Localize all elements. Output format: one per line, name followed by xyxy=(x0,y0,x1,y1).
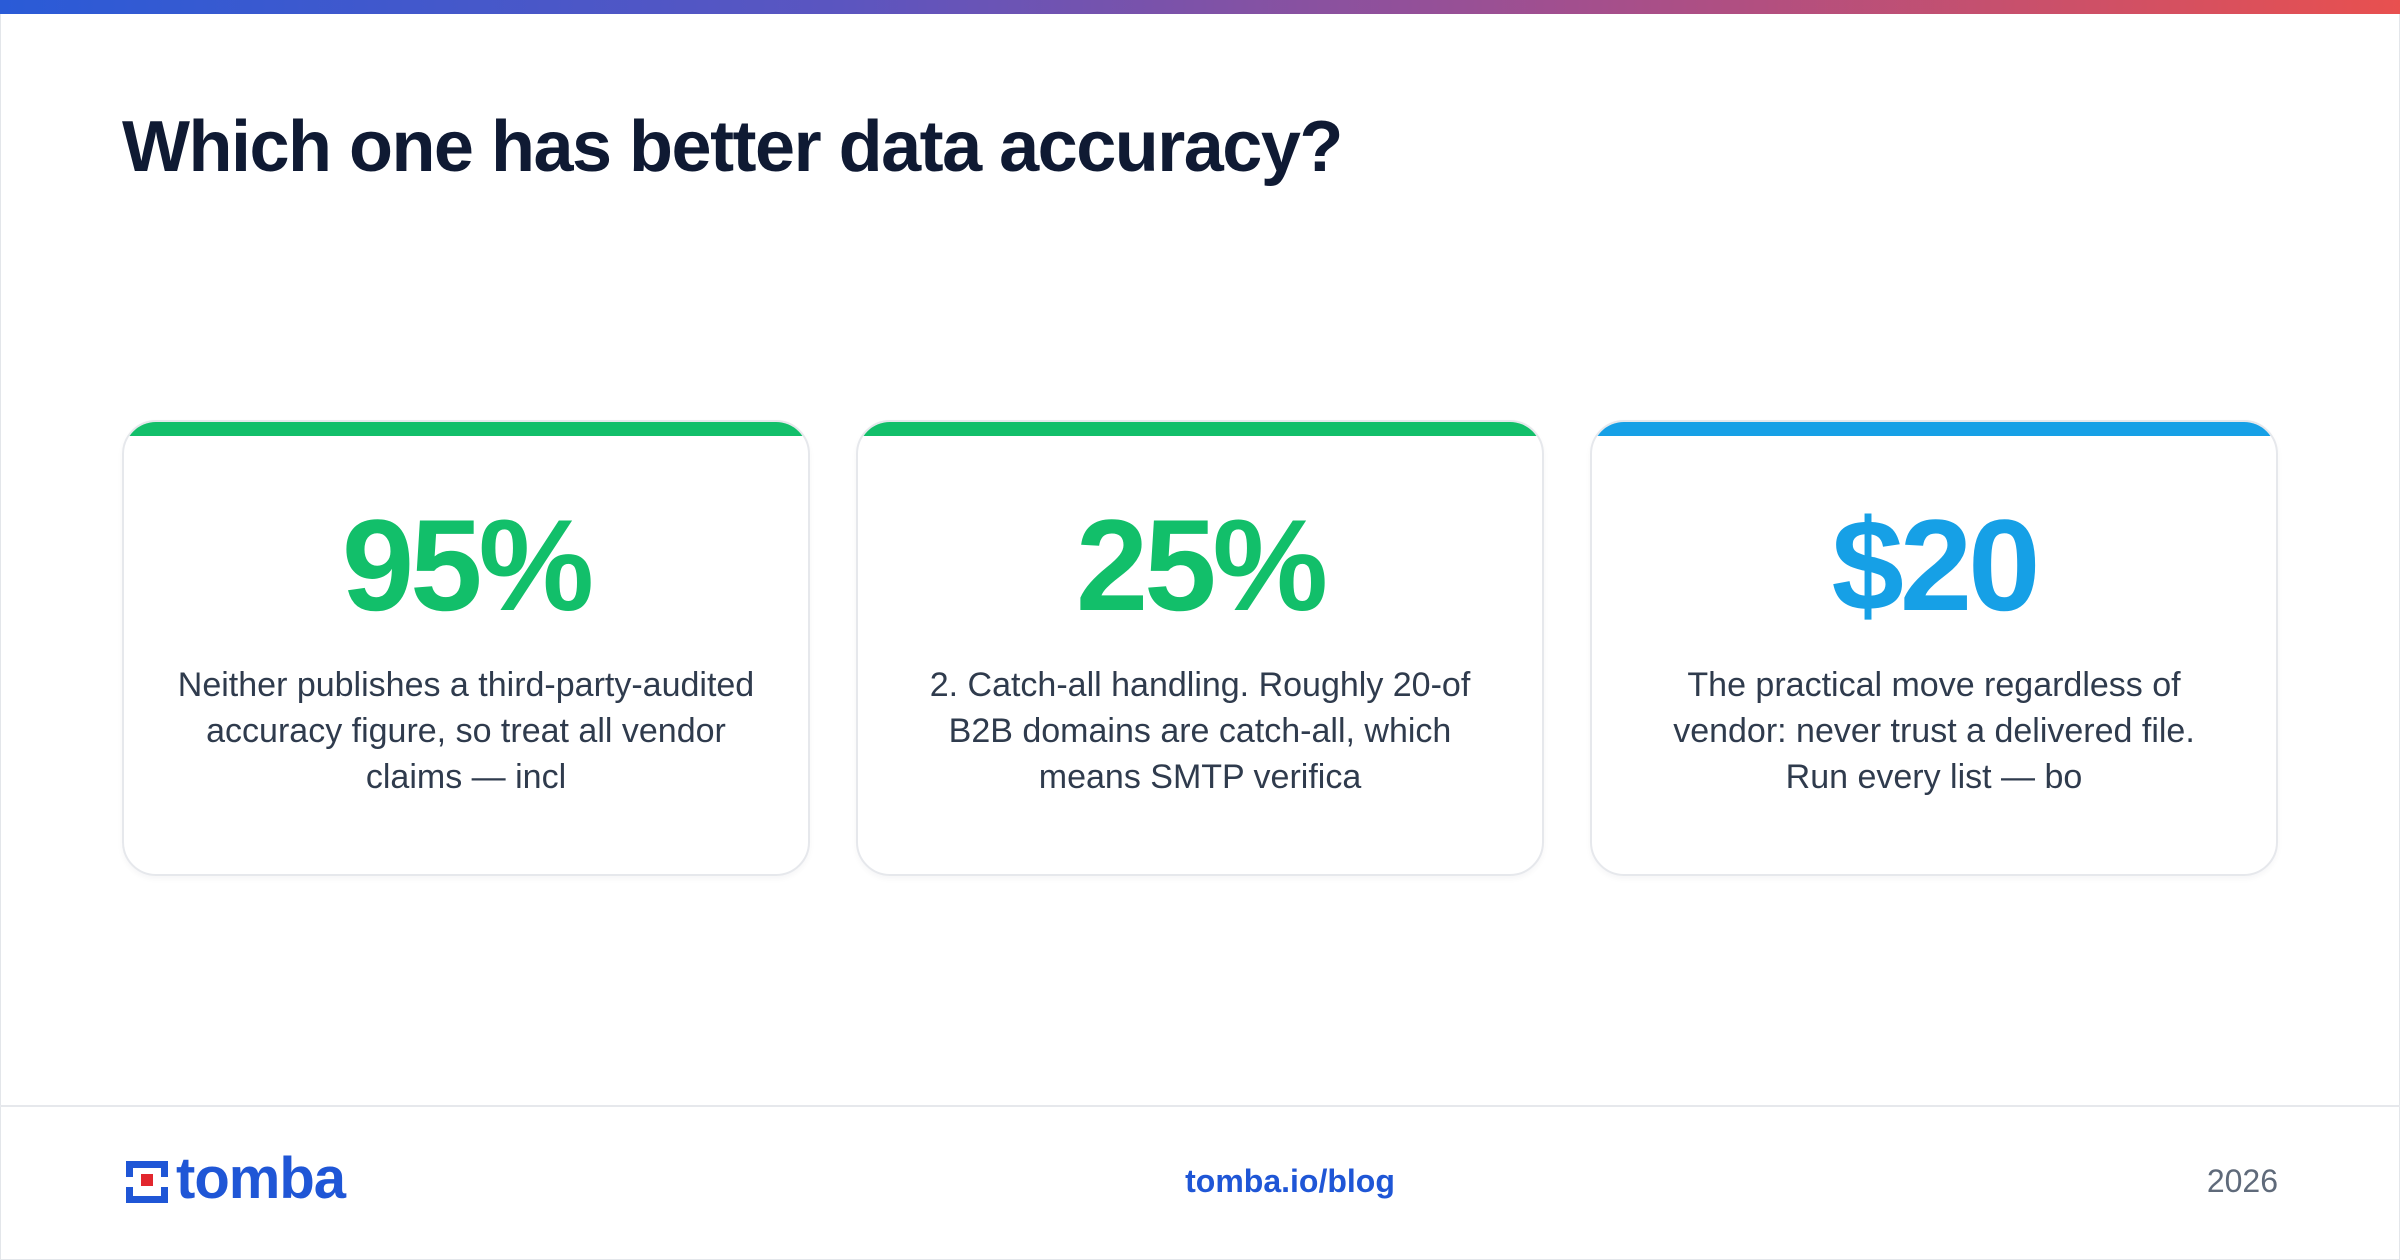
blog-link[interactable]: tomba.io/blog xyxy=(1185,1163,1395,1199)
card-accent-bar xyxy=(124,422,808,436)
top-gradient-bar xyxy=(0,0,2400,14)
stat-value: 95% xyxy=(341,492,594,638)
stat-value: $20 xyxy=(1831,492,2041,638)
footer-year: 2026 xyxy=(2206,1163,2278,1199)
tomba-logo[interactable]: tomba xyxy=(122,1150,346,1208)
logo-wordmark: tomba xyxy=(176,1146,346,1211)
stat-description: Neither publishes a third-party-audited … xyxy=(177,666,755,796)
card-accent-bar xyxy=(858,422,1542,436)
stat-card-1: 95% Neither publishes a third-party-audi… xyxy=(122,420,810,876)
page-title: Which one has better data accuracy? xyxy=(122,107,1343,187)
tomba-logo-icon xyxy=(126,1161,168,1203)
stat-card-2: 25% 2. Catch-all handling. Roughly 20-of… xyxy=(856,420,1544,876)
stat-card-3: $20 The practical move regardless of ven… xyxy=(1590,420,2278,876)
stat-description: The practical move regardless of vendor:… xyxy=(1673,666,2195,796)
footer-divider xyxy=(0,1105,2400,1107)
card-accent-bar xyxy=(1592,422,2276,436)
stat-cards: 95% Neither publishes a third-party-audi… xyxy=(122,420,2278,876)
stat-description: 2. Catch-all handling. Roughly 20-of B2B… xyxy=(929,666,1471,796)
stat-value: 25% xyxy=(1075,492,1328,638)
